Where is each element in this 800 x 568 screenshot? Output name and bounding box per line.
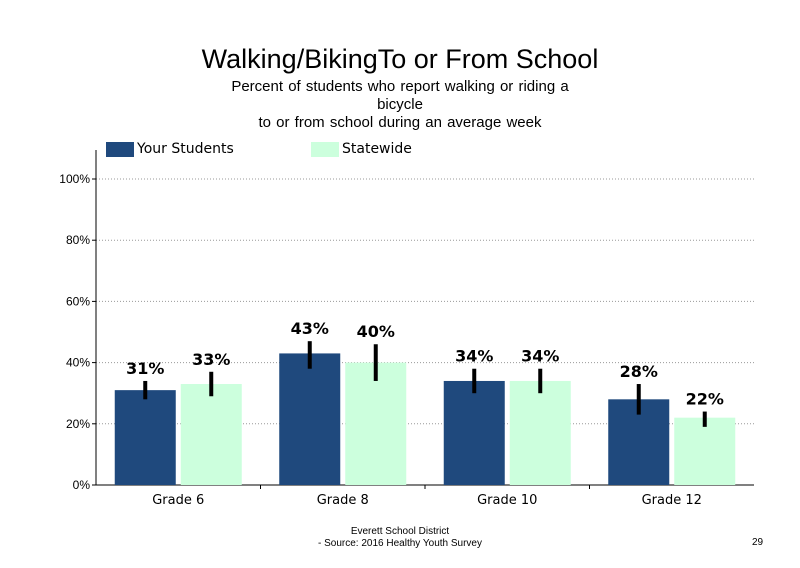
legend-label-your-students: Your Students (137, 141, 234, 157)
data-label: 31% (126, 359, 164, 378)
data-label: 34% (455, 347, 493, 366)
y-tick-label: 60% (66, 294, 90, 308)
footer-district: Everett School District (350, 526, 450, 537)
subtitle-line-3: to or from school during an average week (258, 114, 542, 131)
data-label: 33% (192, 350, 230, 369)
y-tick-label: 80% (66, 233, 90, 247)
y-tick-label: 40% (66, 356, 90, 370)
data-label: 28% (620, 362, 658, 381)
chart-subtitle: Percent of students who report walking o… (200, 78, 600, 132)
bar (279, 353, 341, 485)
legend-swatch-your-students (106, 141, 134, 157)
bar (674, 417, 736, 485)
subtitle-line-1: Percent of students who report walking o… (231, 78, 569, 95)
bar (509, 380, 571, 485)
legend-item-statewide: Statewide (311, 140, 412, 158)
data-label: 43% (291, 319, 329, 338)
legend-item-your-students: Your Students (106, 140, 234, 158)
page-number: 29 (752, 537, 764, 548)
data-label: 40% (357, 322, 395, 341)
bar (443, 380, 505, 485)
chart-title: Walking/BikingTo or From School (201, 44, 599, 74)
x-category-label: Grade 10 (477, 493, 537, 508)
data-label: 22% (686, 390, 724, 409)
x-category-label: Grade 8 (317, 493, 369, 508)
x-category-label: Grade 12 (642, 493, 702, 508)
footer: Everett School District - Source: 2016 H… (200, 526, 600, 550)
bar (114, 390, 176, 485)
x-category-label: Grade 6 (152, 493, 204, 508)
subtitle-line-2: bicycle (377, 96, 423, 113)
footer-source: - Source: 2016 Healthy Youth Survey (318, 538, 482, 549)
y-tick-label: 20% (66, 417, 90, 431)
y-tick-label: 0% (73, 478, 91, 492)
legend-swatch-statewide (311, 141, 339, 157)
y-tick-label: 100% (59, 172, 90, 186)
legend-label-statewide: Statewide (342, 141, 412, 157)
data-label: 34% (521, 347, 559, 366)
bar (345, 362, 407, 485)
bar (180, 384, 242, 485)
